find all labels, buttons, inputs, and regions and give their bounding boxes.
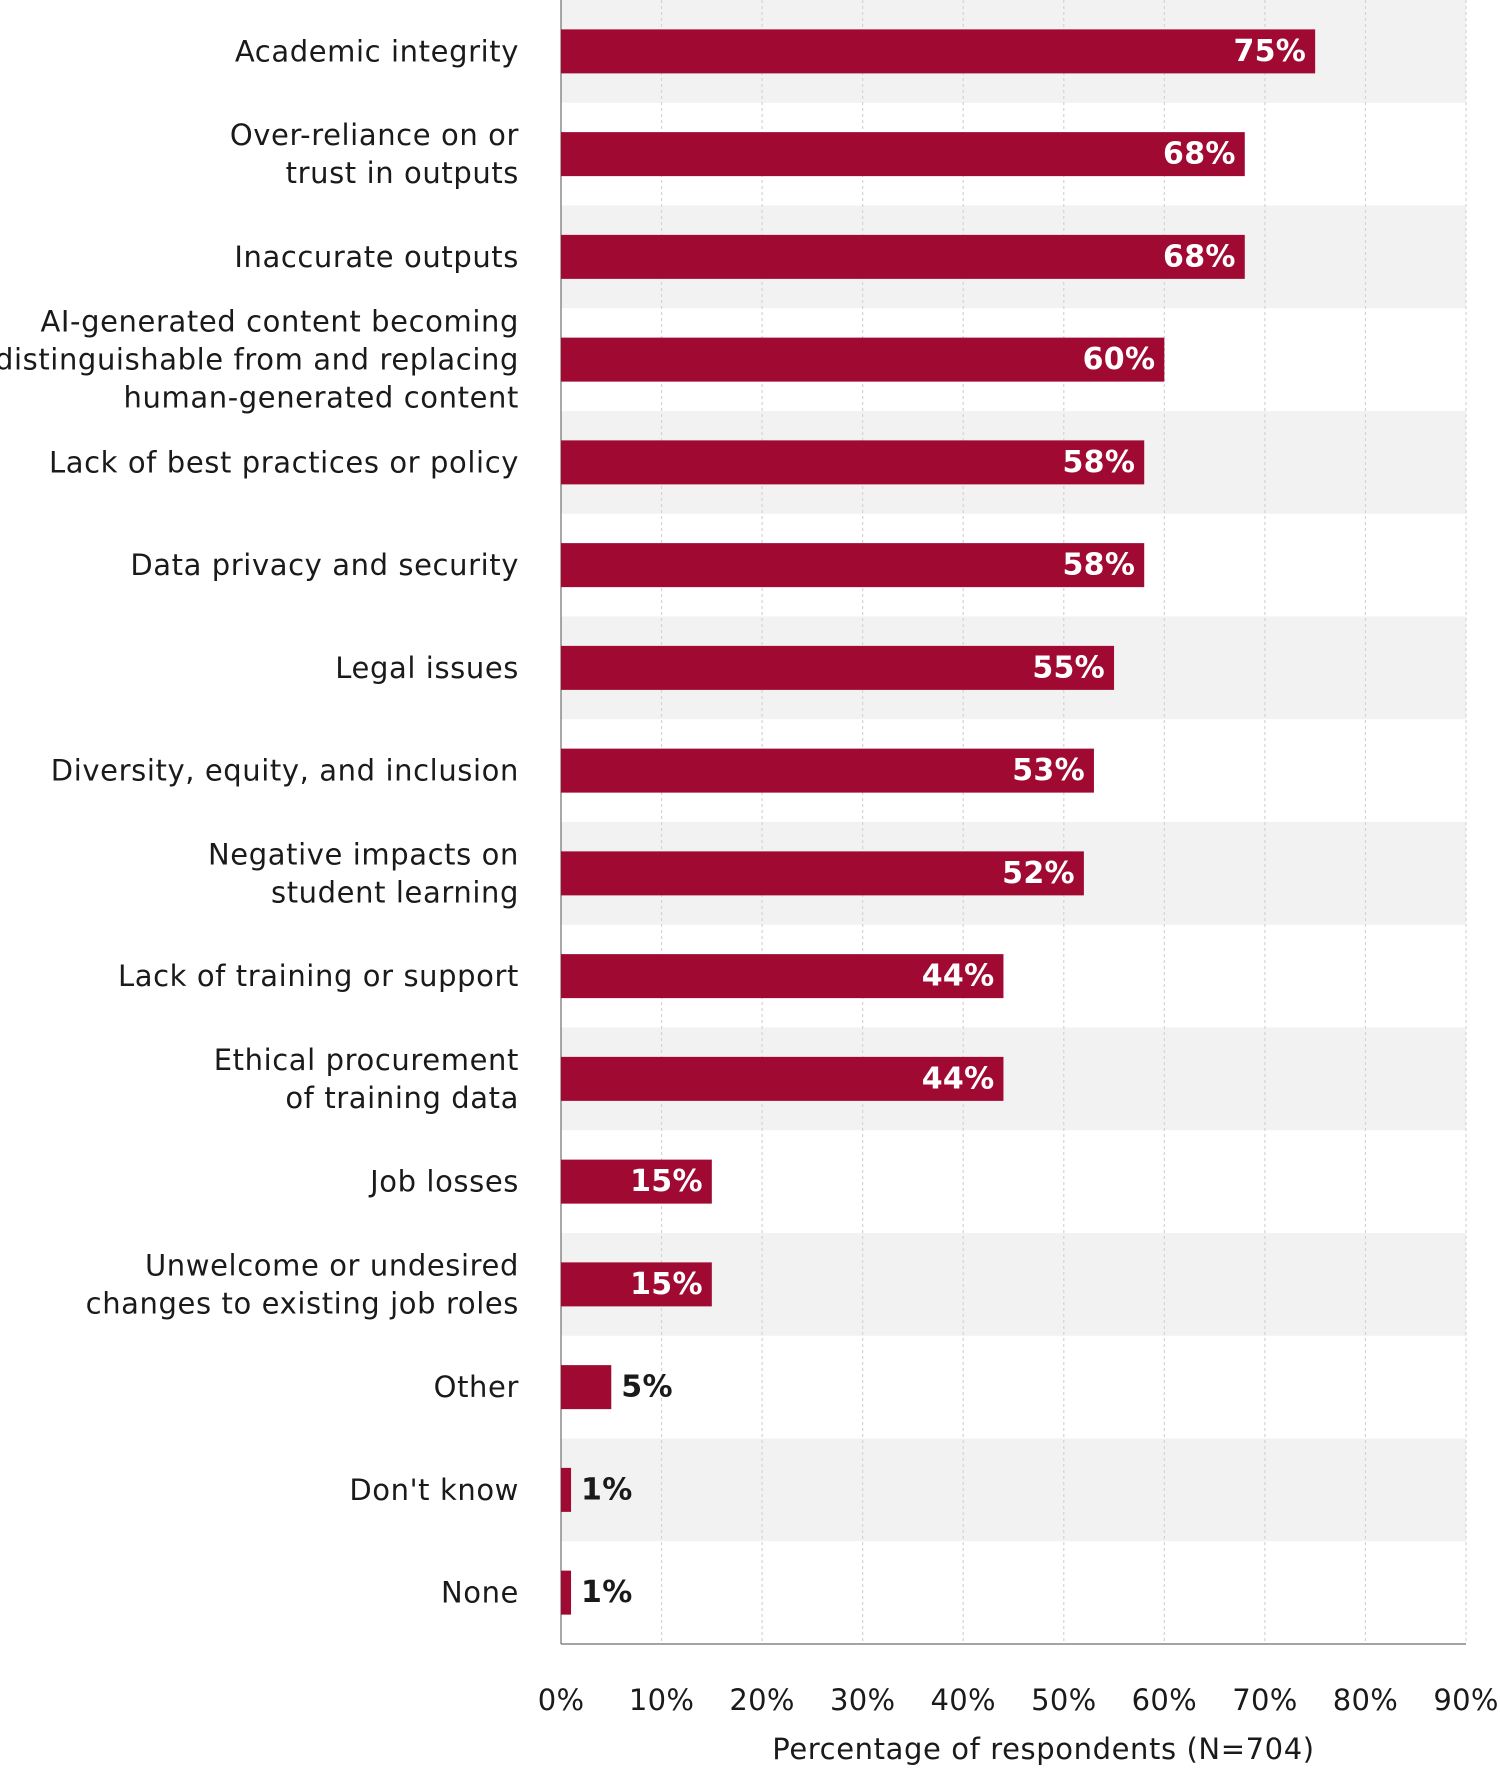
category-label: Lack of training or support [118, 959, 519, 993]
category-label: Other [434, 1370, 519, 1404]
data-label: 15% [630, 1164, 703, 1199]
gridlines [660, 0, 1467, 1644]
data-label: 58% [1063, 548, 1136, 583]
category-label: Unwelcome or undesired changes to existin… [86, 1248, 519, 1320]
category-label-line: Academic integrity [235, 34, 519, 68]
category-label-line: Job losses [368, 1165, 519, 1199]
bar [561, 337, 1165, 382]
category-label: Legal issues [335, 651, 519, 685]
category-label: Ethical procurement of training data [214, 1043, 519, 1115]
category-label: Job losses [368, 1165, 519, 1199]
data-label: 5% [621, 1370, 673, 1405]
data-label: 44% [922, 1061, 995, 1096]
data-label: 60% [1083, 342, 1156, 377]
row-band [561, 1438, 1466, 1542]
x-tick-label: 10% [629, 1683, 694, 1717]
bar [561, 1262, 712, 1307]
category-label: AI-generated content becoming indistingui… [0, 305, 519, 415]
bar [561, 748, 1094, 793]
category-label: Lack of best practices or policy [49, 445, 519, 479]
data-label: 1% [581, 1575, 633, 1610]
bar [561, 954, 1004, 999]
bar [561, 1056, 1004, 1101]
x-tick-label: 70% [1232, 1683, 1297, 1717]
category-label-line: Ethical procurement [214, 1043, 519, 1077]
x-tick-label: 60% [1132, 1683, 1197, 1717]
data-label: 75% [1233, 34, 1306, 69]
category-label-line: Data privacy and security [130, 548, 519, 582]
x-tick-label: 80% [1333, 1683, 1398, 1717]
category-label-line: Lack of training or support [118, 959, 519, 993]
bar [561, 1467, 572, 1512]
category-label: None [441, 1576, 519, 1610]
category-label: Academic integrity [235, 34, 519, 68]
data-label: 1% [581, 1472, 633, 1507]
bar [561, 1365, 612, 1410]
x-tick-label: 90% [1433, 1683, 1498, 1717]
data-label: 15% [630, 1267, 703, 1302]
category-label-line: Other [434, 1370, 519, 1404]
category-label: Inaccurate outputs [234, 240, 519, 274]
category-label-line: None [441, 1576, 519, 1610]
category-label-line: Diversity, equity, and inclusion [51, 754, 519, 788]
category-label-line: Negative impacts on [208, 837, 519, 871]
bars [561, 29, 1316, 1615]
category-label-line: changes to existing job roles [86, 1286, 519, 1320]
data-label: 68% [1163, 137, 1236, 172]
category-label-line: human-generated content [124, 381, 519, 415]
category-label-line: trust in outputs [286, 156, 519, 190]
category-labels: Academic integrity Over-reliance on or tru… [0, 34, 519, 1610]
bar [561, 234, 1245, 279]
category-label-line: indistinguishable from and replacing [0, 343, 519, 377]
category-label-line: Unwelcome or undesired [145, 1248, 519, 1282]
bar [561, 440, 1145, 485]
category-label-line: AI-generated content becoming [40, 305, 519, 339]
data-label: 55% [1032, 650, 1105, 685]
category-label-line: Inaccurate outputs [234, 240, 519, 274]
category-label-line: Lack of best practices or policy [49, 445, 519, 479]
category-label: Negative impacts on student learning [208, 837, 519, 909]
category-label-line: student learning [271, 875, 519, 909]
data-label: 68% [1163, 239, 1236, 274]
bar [561, 132, 1245, 177]
data-label: 44% [922, 959, 995, 994]
category-label-line: Don't know [349, 1473, 519, 1507]
bar [561, 1159, 712, 1204]
category-label-line: of training data [285, 1081, 519, 1115]
x-tick-label: 40% [931, 1683, 996, 1717]
bar [561, 851, 1084, 896]
bar [561, 29, 1316, 74]
x-tick-label: 20% [729, 1683, 794, 1717]
category-label-line: Over-reliance on or [230, 118, 519, 152]
bar [561, 543, 1145, 588]
x-tick-label: 0% [538, 1683, 585, 1717]
x-tick-label: 30% [830, 1683, 895, 1717]
data-label: 52% [1002, 856, 1075, 891]
x-axis-title: Percentage of respondents (N=704) [772, 1732, 1314, 1766]
x-tick-label: 50% [1031, 1683, 1096, 1717]
category-label: Don't know [349, 1473, 519, 1507]
bar [561, 645, 1115, 690]
data-label: 58% [1063, 445, 1136, 480]
data-label: 53% [1012, 753, 1085, 788]
category-label-line: Legal issues [335, 651, 519, 685]
category-label: Over-reliance on or trust in outputs [230, 118, 519, 190]
category-label: Diversity, equity, and inclusion [51, 754, 519, 788]
value-labels: 75% 68% 68% 60% 58% 58% 55% 53% 52% 44% 44% 15% 15% 5… [581, 34, 1306, 1610]
category-label: Data privacy and security [130, 548, 519, 582]
x-tick-labels: 0% 10% 20% 30% 40% 50% 60% 70% 80% 90% [538, 1683, 1499, 1717]
bar [561, 1570, 572, 1615]
